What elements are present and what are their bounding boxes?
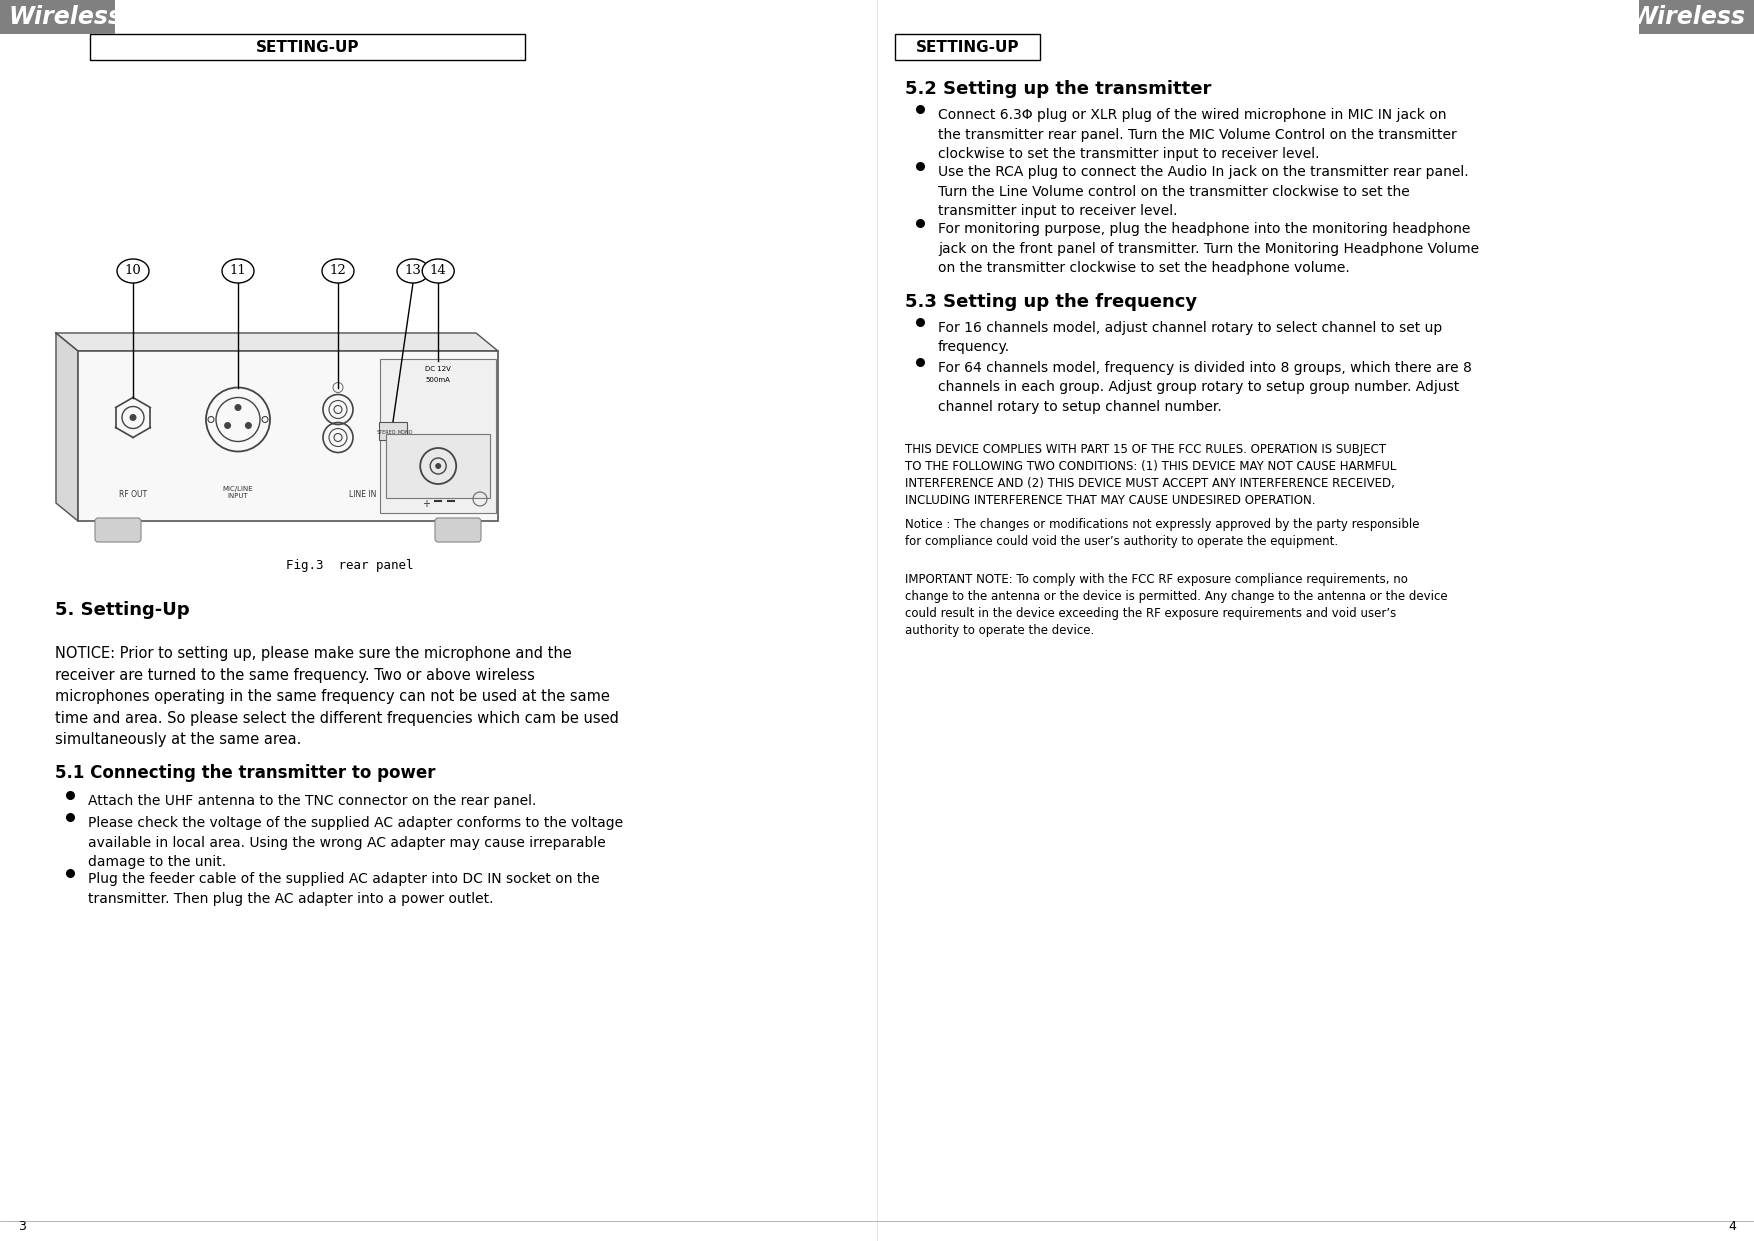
Text: Please check the voltage of the supplied AC adapter conforms to the voltage
avai: Please check the voltage of the supplied…: [88, 817, 623, 869]
Ellipse shape: [118, 259, 149, 283]
Text: 12: 12: [330, 264, 346, 278]
FancyBboxPatch shape: [435, 517, 481, 542]
Ellipse shape: [323, 259, 354, 283]
Text: Wireless: Wireless: [1631, 5, 1745, 29]
Text: IMPORTANT NOTE: To comply with the FCC RF exposure compliance requirements, no
c: IMPORTANT NOTE: To comply with the FCC R…: [905, 573, 1447, 637]
Ellipse shape: [223, 259, 254, 283]
Text: Notice : The changes or modifications not expressly approved by the party respon: Notice : The changes or modifications no…: [905, 517, 1419, 549]
Text: NOTICE: Prior to setting up, please make sure the microphone and the
receiver ar: NOTICE: Prior to setting up, please make…: [54, 647, 619, 747]
Text: 500mA: 500mA: [426, 377, 451, 383]
FancyBboxPatch shape: [379, 422, 407, 439]
Circle shape: [130, 414, 137, 421]
Text: 4: 4: [1728, 1220, 1736, 1234]
FancyBboxPatch shape: [895, 34, 1040, 60]
FancyBboxPatch shape: [89, 34, 524, 60]
Polygon shape: [56, 333, 498, 351]
Text: 5. Setting-Up: 5. Setting-Up: [54, 601, 189, 619]
Text: Wireless: Wireless: [9, 5, 123, 29]
Text: Connect 6.3Φ plug or XLR plug of the wired microphone in MIC IN jack on
the tran: Connect 6.3Φ plug or XLR plug of the wir…: [938, 108, 1458, 161]
Circle shape: [235, 405, 242, 411]
FancyBboxPatch shape: [77, 351, 498, 521]
FancyBboxPatch shape: [381, 359, 496, 513]
Text: THIS DEVICE COMPLIES WITH PART 15 OF THE FCC RULES. OPERATION IS SUBJECT
TO THE : THIS DEVICE COMPLIES WITH PART 15 OF THE…: [905, 443, 1396, 508]
Text: MIC/LINE
INPUT: MIC/LINE INPUT: [223, 486, 253, 499]
Text: Attach the UHF antenna to the TNC connector on the rear panel.: Attach the UHF antenna to the TNC connec…: [88, 794, 537, 808]
Text: 5.3 Setting up the frequency: 5.3 Setting up the frequency: [905, 293, 1198, 311]
Text: For 64 channels model, frequency is divided into 8 groups, which there are 8
cha: For 64 channels model, frequency is divi…: [938, 361, 1472, 414]
Text: SETTING-UP: SETTING-UP: [256, 40, 360, 55]
Text: +: +: [423, 499, 430, 509]
Ellipse shape: [423, 259, 454, 283]
Text: For 16 channels model, adjust channel rotary to select channel to set up
frequen: For 16 channels model, adjust channel ro…: [938, 321, 1442, 355]
Circle shape: [246, 422, 253, 429]
Text: DC 12V: DC 12V: [424, 366, 451, 372]
Text: LINE IN: LINE IN: [349, 490, 377, 499]
Text: STEREO: STEREO: [377, 431, 396, 436]
Text: Use the RCA plug to connect the Audio In jack on the transmitter rear panel.
Tur: Use the RCA plug to connect the Audio In…: [938, 165, 1468, 218]
Text: RF OUT: RF OUT: [119, 490, 147, 499]
Text: 10: 10: [125, 264, 142, 278]
FancyBboxPatch shape: [1638, 0, 1754, 34]
Text: 3: 3: [18, 1220, 26, 1234]
Text: MONO: MONO: [396, 431, 412, 436]
Text: 14: 14: [430, 264, 447, 278]
Polygon shape: [56, 333, 77, 521]
Text: 13: 13: [405, 264, 421, 278]
Circle shape: [225, 422, 232, 429]
Text: SETTING-UP: SETTING-UP: [916, 40, 1019, 55]
Text: 5.1 Connecting the transmitter to power: 5.1 Connecting the transmitter to power: [54, 764, 435, 782]
Text: Plug the feeder cable of the supplied AC adapter into DC IN socket on the
transm: Plug the feeder cable of the supplied AC…: [88, 872, 600, 906]
FancyBboxPatch shape: [0, 0, 116, 34]
Ellipse shape: [396, 259, 430, 283]
Text: Fig.3  rear panel: Fig.3 rear panel: [286, 558, 414, 572]
Circle shape: [435, 463, 442, 469]
Text: 11: 11: [230, 264, 246, 278]
FancyBboxPatch shape: [95, 517, 140, 542]
Text: 5.2 Setting up the transmitter: 5.2 Setting up the transmitter: [905, 79, 1212, 98]
FancyBboxPatch shape: [386, 434, 489, 498]
Text: For monitoring purpose, plug the headphone into the monitoring headphone
jack on: For monitoring purpose, plug the headpho…: [938, 222, 1479, 276]
